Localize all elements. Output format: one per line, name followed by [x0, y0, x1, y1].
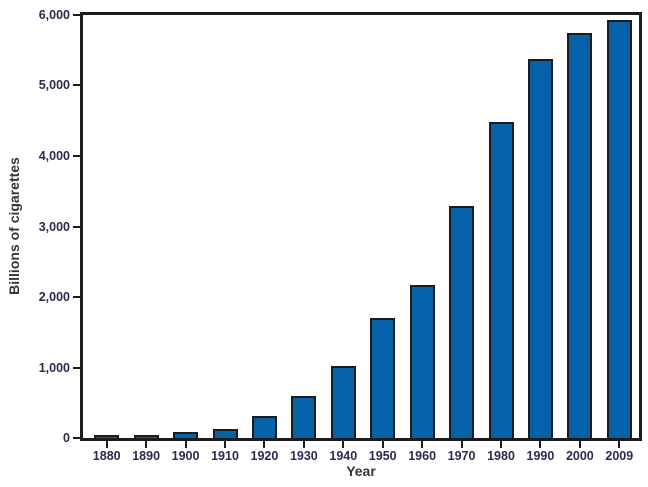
- bar-1910: [212, 429, 238, 438]
- y-tick-label-0: 0: [63, 431, 70, 445]
- bar-1900: [173, 432, 199, 438]
- y-tick-label-3000: 3,000: [38, 220, 70, 234]
- bar-1950: [370, 318, 396, 438]
- bar-1990: [527, 59, 553, 438]
- x-tick-1920: [263, 440, 266, 448]
- x-tick-1940: [342, 440, 345, 448]
- x-tick-1890: [145, 440, 148, 448]
- y-tick-4000: [73, 155, 81, 157]
- x-tick-1930: [302, 440, 305, 448]
- bar-1880: [94, 435, 120, 438]
- bar-1960: [409, 285, 435, 438]
- bar-1980: [488, 122, 514, 438]
- x-tick-1990: [539, 440, 542, 448]
- x-tick-label-2000: 2000: [565, 449, 594, 463]
- y-tick-label-1000: 1,000: [38, 361, 70, 375]
- bar-1930: [291, 396, 317, 438]
- y-tick-1000: [73, 367, 81, 369]
- x-tick-1980: [500, 440, 502, 448]
- x-tick-label-1990: 1990: [526, 449, 555, 463]
- plot-area: [73, 14, 639, 448]
- x-tick-label-1970: 1970: [447, 449, 476, 463]
- bar-1920: [251, 416, 277, 438]
- x-tick-label-1950: 1950: [368, 449, 397, 463]
- x-tick-label-1980: 1980: [487, 449, 515, 463]
- y-tick-label-2000: 2,000: [38, 290, 70, 304]
- bar-1890: [133, 435, 159, 438]
- x-tick-label-1940: 1940: [329, 449, 358, 463]
- x-tick-1880: [105, 440, 108, 448]
- y-tick-0: [73, 437, 81, 439]
- bar-1970: [449, 206, 475, 438]
- x-tick-1970: [460, 440, 463, 448]
- bar-1940: [330, 366, 356, 438]
- x-tick-label-1960: 1960: [408, 449, 437, 463]
- bar-2000: [567, 33, 593, 438]
- x-tick-1960: [421, 440, 424, 448]
- x-tick-label-1880: 1880: [92, 449, 121, 463]
- y-tick-6000: [73, 14, 81, 16]
- y-tick-label-4000: 4,000: [38, 149, 70, 163]
- y-tick-label-6000: 6,000: [38, 8, 70, 22]
- x-tick-label-1890: 1890: [132, 449, 161, 463]
- y-tick-3000: [73, 226, 81, 228]
- x-axis-title: Year: [346, 463, 376, 479]
- bar-2009: [606, 20, 632, 438]
- x-tick-2000: [578, 440, 581, 448]
- x-tick-1910: [224, 440, 226, 448]
- y-tick-label-5000: 5,000: [38, 78, 70, 92]
- x-tick-2009: [618, 440, 621, 448]
- y-tick-2000: [73, 296, 81, 298]
- x-tick-label-1900: 1900: [171, 449, 200, 463]
- x-tick-label-1910: 1910: [211, 449, 239, 463]
- x-tick-label-2009: 2009: [605, 449, 634, 463]
- y-tick-5000: [73, 84, 81, 86]
- x-tick-label-1930: 1930: [289, 449, 318, 463]
- x-tick-1950: [381, 440, 384, 448]
- x-tick-1900: [184, 440, 187, 448]
- x-tick-label-1920: 1920: [250, 449, 279, 463]
- plot-frame: [73, 12, 642, 448]
